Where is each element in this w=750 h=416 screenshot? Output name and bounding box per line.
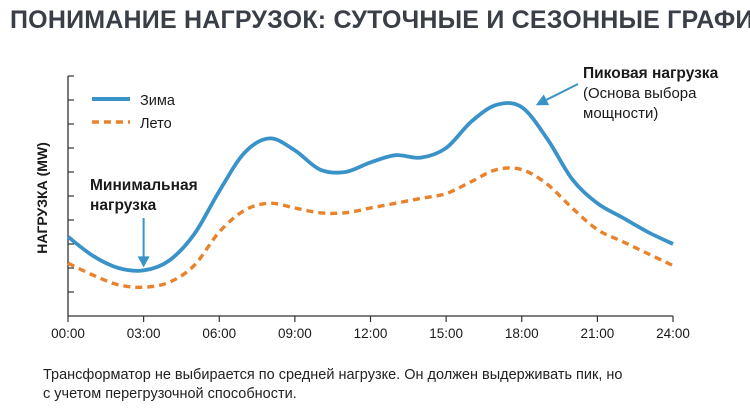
x-tick-label: 03:00 [127,326,161,341]
annotation-min-title-line1: Минимальная [90,177,198,194]
y-axis-label: НАГРУЗКА (MW) [34,142,50,254]
chart-annotations: Минимальная нагрузка Пиковая нагрузка (О… [90,65,719,267]
annotation-peak-sub-line2: мощности) [583,105,658,122]
annotation-peak-title: Пиковая нагрузка [583,65,719,82]
legend-label-winter: Зима [140,93,176,109]
x-tick-label: 06:00 [202,326,236,341]
chart-legend: Зима Лето [92,93,176,132]
annotation-peak-sub-line1: (Основа выбора [583,85,697,102]
chart-caption: Трансформатор не выбирается по средней н… [43,366,703,404]
x-tick-label: 15:00 [429,326,463,341]
x-tick-label: 12:00 [354,326,388,341]
load-chart: 00:00 03:00 06:00 09:00 12:00 15:00 18:00 21:00… [0,0,750,360]
annotation-min-arrow-head [138,256,150,267]
caption-line-2: с учетом перегрузочной способности. [43,385,703,404]
x-tick-label: 24:00 [656,326,690,341]
x-tick-label: 21:00 [580,326,614,341]
caption-line-1: Трансформатор не выбирается по средней н… [43,366,703,385]
annotation-peak-arrow-shaft [542,84,578,102]
x-tick-label: 18:00 [505,326,539,341]
x-tick-label: 09:00 [278,326,312,341]
x-tick-label: 00:00 [51,326,85,341]
legend-label-summer: Лето [140,116,172,132]
annotation-min-title-line2: нагрузка [90,197,157,214]
